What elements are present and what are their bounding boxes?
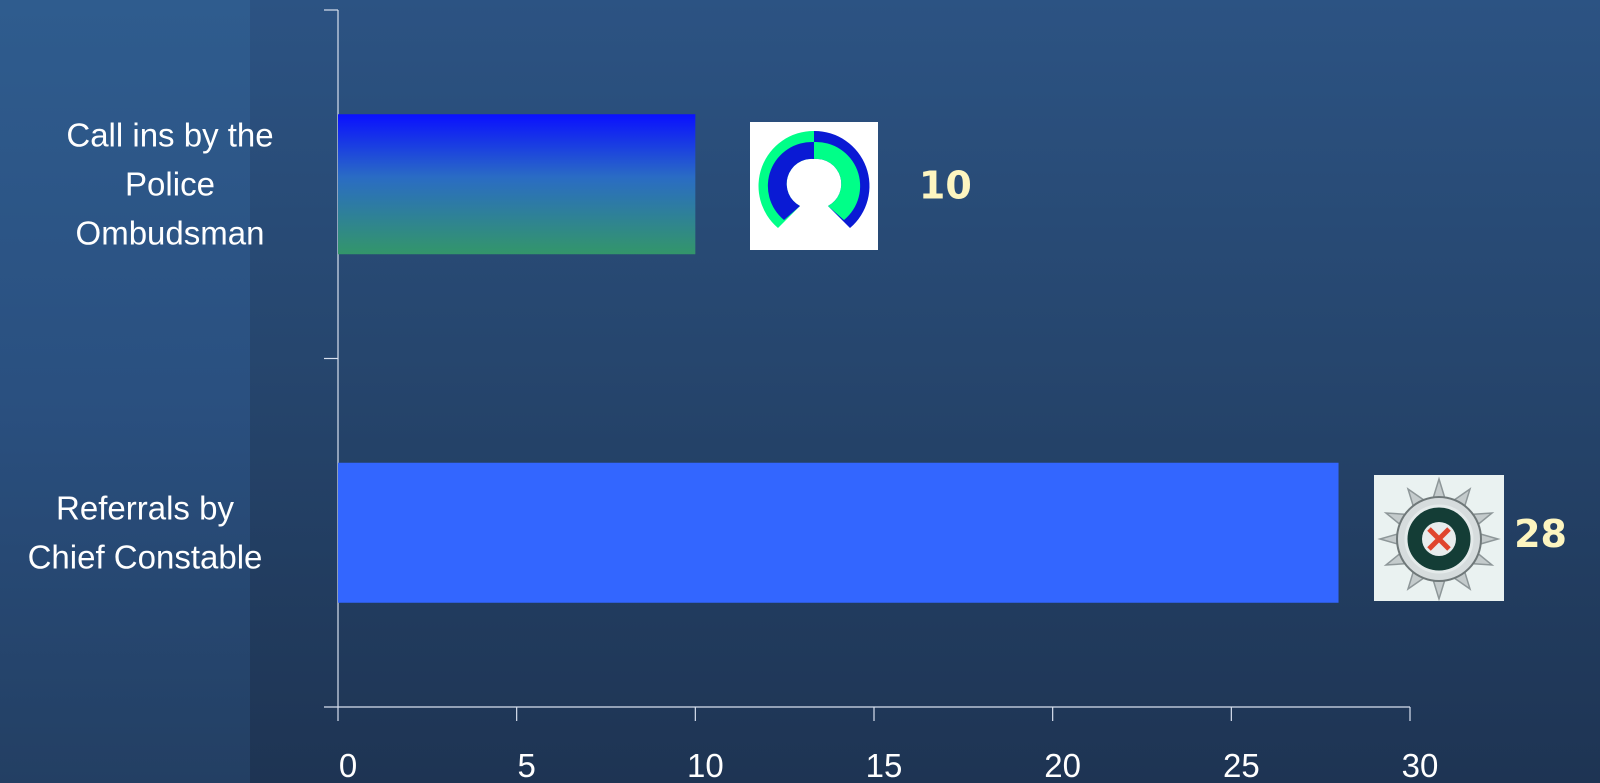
x-tick-label: 5 <box>517 747 535 783</box>
psni-badge-logo <box>1374 475 1504 602</box>
category-label: Ombudsman <box>76 214 265 251</box>
bars <box>338 114 1339 603</box>
x-tick-label: 15 <box>866 747 903 783</box>
left-panel <box>0 0 250 783</box>
x-tick-label: 0 <box>339 747 357 783</box>
x-tick-label: 30 <box>1402 747 1439 783</box>
x-tick-label: 25 <box>1223 747 1260 783</box>
category-label: Referrals by <box>56 489 234 526</box>
x-tick-label: 20 <box>1044 747 1081 783</box>
category-label: Call ins by the <box>66 116 273 153</box>
bar-1 <box>338 114 696 255</box>
bar-2 <box>338 462 1339 603</box>
x-tick-label: 10 <box>687 747 724 783</box>
police-ombudsman-logo <box>750 122 878 250</box>
data-label: 28 <box>1514 512 1567 556</box>
data-label: 10 <box>919 163 972 207</box>
category-label: Police <box>125 165 215 202</box>
chart-labels: 0 5 10 15 20 25 30 Call ins by the Police Ombudsm… <box>28 116 1567 783</box>
category-label: Chief Constable <box>28 538 263 575</box>
